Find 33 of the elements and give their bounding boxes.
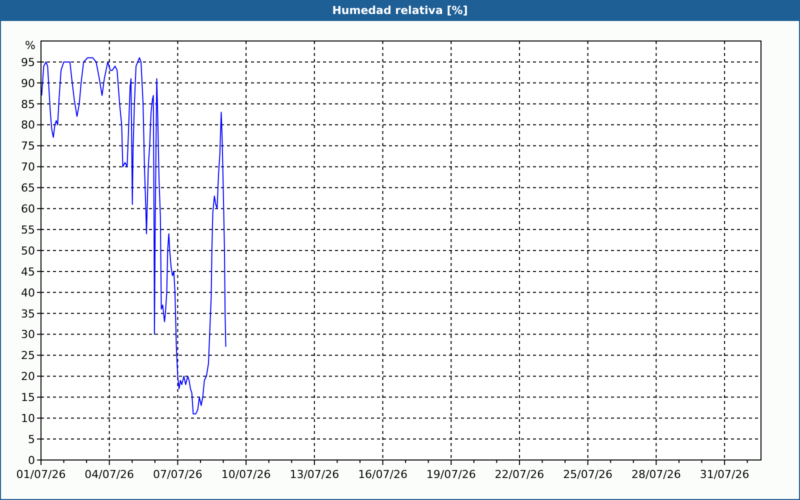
x-tick-label: 10/07/26 xyxy=(221,468,271,481)
y-tick-label: 55 xyxy=(21,223,35,236)
y-tick-label: 10 xyxy=(21,412,35,426)
x-tick-label: 19/07/26 xyxy=(426,468,476,481)
x-tick-label: 16/07/26 xyxy=(358,468,408,481)
y-tick-label: 65 xyxy=(21,182,35,195)
y-tick-label: 70 xyxy=(21,160,35,174)
x-tick-label: 22/07/26 xyxy=(494,468,544,481)
y-tick-label: 50 xyxy=(21,244,35,258)
y-tick-label: 5 xyxy=(28,432,35,446)
y-tick-label: 0 xyxy=(28,454,35,467)
y-tick-label: 75 xyxy=(21,140,35,153)
y-tick-label: 95 xyxy=(21,56,35,69)
x-tick-label: 07/07/26 xyxy=(153,468,202,481)
x-tick-label: 01/07/26 xyxy=(16,468,66,481)
x-tick-label: 31/07/26 xyxy=(700,468,750,481)
x-tick-label: 28/07/26 xyxy=(631,468,681,481)
y-tick-label: 15 xyxy=(21,391,35,404)
y-tick-label: 30 xyxy=(21,328,35,342)
y-tick-label: 20 xyxy=(21,370,35,384)
y-axis-title: % xyxy=(25,39,36,52)
y-tick-label: 40 xyxy=(21,286,35,300)
y-tick-label: 45 xyxy=(21,265,35,278)
chart-title: Humedad relativa [%] xyxy=(1,1,799,21)
y-tick-label: 25 xyxy=(21,349,35,362)
x-tick-label: 13/07/26 xyxy=(290,468,340,481)
y-tick-label: 90 xyxy=(21,76,35,90)
y-tick-label: 85 xyxy=(21,98,35,111)
x-tick-label: 04/07/26 xyxy=(84,468,134,481)
y-tick-label: 60 xyxy=(21,202,35,216)
y-tick-label: 35 xyxy=(21,307,35,320)
x-tick-label: 25/07/26 xyxy=(563,468,613,481)
y-tick-label: 80 xyxy=(21,118,35,132)
